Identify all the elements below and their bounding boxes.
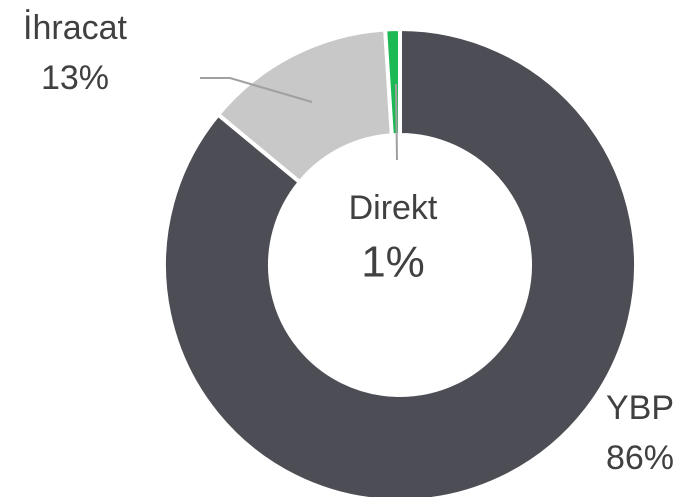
category-label: YBP (606, 389, 674, 427)
leader-line (200, 77, 313, 103)
category-label: İhracat (23, 9, 127, 47)
value-label: 86% (606, 439, 674, 477)
leader-line (395, 83, 398, 161)
category-label: Direkt (349, 189, 438, 227)
slice (162, 26, 638, 497)
value-label: 1% (361, 238, 425, 287)
value-label: 13% (41, 59, 109, 97)
